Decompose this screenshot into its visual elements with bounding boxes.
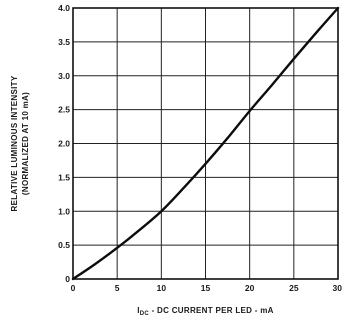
y-tick-labels: 0 0.5 1.0 1.5 2.0 2.5 3.0 3.5 4.0 [58, 3, 70, 284]
x-tick-label-1: 5 [115, 283, 120, 293]
data-series [71, 6, 340, 281]
y-tick-label-6: 3.0 [58, 71, 70, 81]
y-tick-label-4: 2.0 [58, 139, 70, 149]
y-tick-label-7: 3.5 [58, 37, 70, 47]
series-line-intensity [71, 6, 340, 281]
y-axis-label: RELATIVE LUMINOUS INTENSITY (NORMALIZED … [10, 75, 30, 211]
x-tick-label-0: 0 [71, 283, 76, 293]
y-axis-label-line1: RELATIVE LUMINOUS INTENSITY [10, 75, 19, 211]
grid-lines [73, 8, 338, 279]
x-tick-label-6: 30 [333, 283, 343, 293]
plot-frame [72, 7, 339, 280]
y-tick-label-8: 4.0 [58, 3, 70, 13]
x-tick-labels: 0 5 10 15 20 25 30 [71, 283, 343, 293]
x-tick-label-4: 20 [245, 283, 255, 293]
x-tick-label-2: 10 [157, 283, 167, 293]
y-tick-label-1: 0.5 [58, 240, 70, 250]
y-tick-label-5: 2.5 [58, 105, 70, 115]
y-axis-label-line2: (NORMALIZED AT 10 mA) [21, 92, 30, 195]
y-tick-label-2: 1.0 [58, 206, 70, 216]
y-tick-label-0: 0 [65, 274, 70, 284]
x-tick-label-3: 15 [201, 283, 211, 293]
x-axis-label-rest: - DC CURRENT PER LED - mA [149, 306, 274, 315]
x-axis-label: IDC - DC CURRENT PER LED - mA [137, 306, 274, 317]
x-axis-label-subscript: DC [140, 311, 150, 317]
y-tick-label-3: 1.5 [58, 172, 70, 182]
x-tick-label-5: 25 [289, 283, 299, 293]
x-axis-label-main: I [137, 306, 140, 315]
